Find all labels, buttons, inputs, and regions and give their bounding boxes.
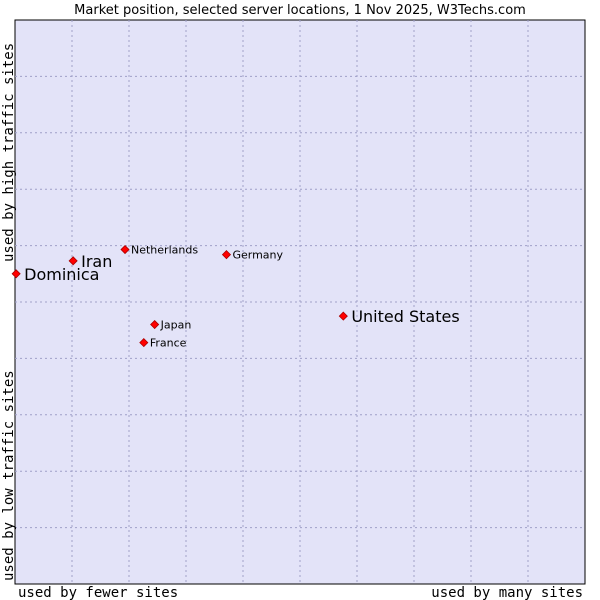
data-point-label: Germany — [232, 249, 283, 262]
data-point-marker — [139, 338, 149, 348]
data-point-label: Japan — [160, 319, 192, 332]
grid — [15, 20, 585, 584]
data-point: Germany — [221, 249, 284, 262]
x-axis-label-left: used by fewer sites — [18, 585, 178, 600]
data-point: Japan — [150, 319, 192, 332]
data-point-marker — [11, 269, 21, 279]
data-point: United States — [338, 307, 460, 326]
data-point-marker — [150, 319, 160, 330]
data-point: Iran — [68, 252, 112, 271]
chart-title: Market position, selected server locatio… — [74, 3, 526, 18]
y-axis-label-top: used by high traffic sites — [1, 43, 17, 262]
data-point-marker — [338, 311, 348, 321]
data-point: Dominica — [11, 265, 99, 284]
data-point-label: Netherlands — [131, 244, 198, 257]
data-point-label: Iran — [81, 252, 112, 271]
data-point-label: Dominica — [24, 265, 99, 284]
data-point: France — [139, 337, 187, 350]
data-point-label: France — [150, 337, 187, 350]
data-point: Netherlands — [120, 244, 198, 257]
data-point-marker — [221, 250, 232, 260]
y-axis-label-bottom: used by low traffic sites — [1, 370, 17, 581]
data-point-marker — [68, 256, 78, 266]
data-point-marker — [120, 244, 130, 255]
x-axis-label-right: used by many sites — [431, 585, 583, 600]
data-point-label: United States — [351, 307, 459, 326]
